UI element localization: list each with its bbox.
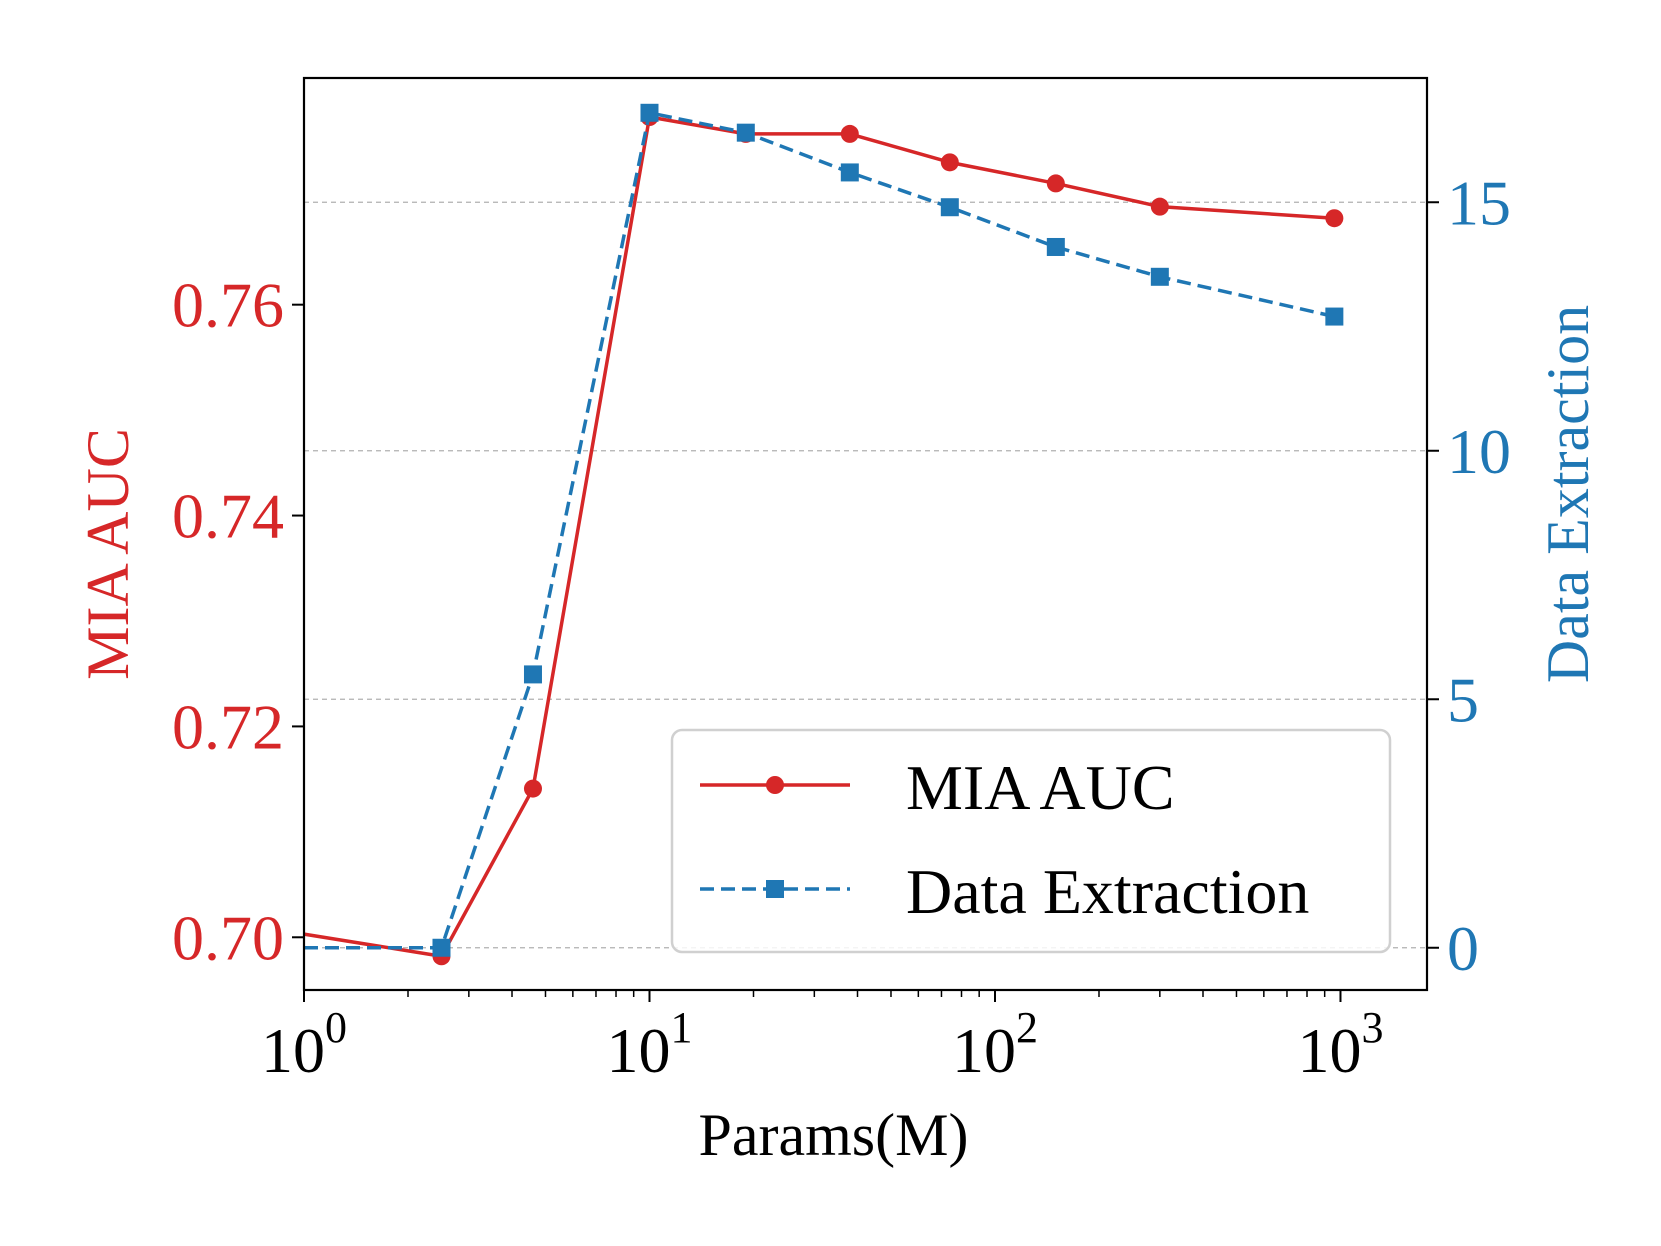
- legend-label-data-extraction: Data Extraction: [906, 856, 1309, 927]
- right-tick-label: 0: [1447, 913, 1479, 984]
- point-data-extraction: [840, 163, 859, 182]
- right-tick-label: 5: [1447, 664, 1479, 735]
- x-tick-label: 101: [606, 1003, 692, 1086]
- series-line-mia-auc: [303, 115, 1335, 959]
- point-data-extraction: [432, 938, 451, 957]
- point-data-extraction: [1325, 307, 1344, 326]
- point-data-extraction: [940, 198, 959, 217]
- left-tick-label: 0.70: [172, 902, 284, 973]
- right-tick-label: 15: [1447, 167, 1511, 238]
- x-axis-title: Params(M): [699, 1102, 969, 1168]
- point-mia-auc: [523, 779, 542, 798]
- legend-marker-mia-auc: [766, 776, 784, 794]
- left-tick-label: 0.72: [172, 691, 284, 762]
- point-data-extraction: [1150, 267, 1169, 286]
- right-tick-label: 10: [1447, 416, 1511, 487]
- left-tick-label: 0.74: [172, 481, 284, 552]
- point-mia-auc: [1150, 197, 1169, 216]
- point-mia-auc: [1046, 174, 1065, 193]
- x-axis: 100 101 102 103: [261, 990, 1383, 1086]
- legend-box: [670, 728, 1392, 954]
- legend: MIA AUC Data Extraction: [670, 728, 1392, 954]
- right-y-axis: 0 5 10 15: [1427, 167, 1511, 984]
- point-mia-auc: [940, 153, 959, 172]
- left-y-axis: 0.70 0.72 0.74 0.76: [172, 270, 304, 973]
- x-tick-label: 102: [952, 1003, 1038, 1086]
- point-mia-auc: [840, 124, 859, 143]
- x-tick-label: 103: [1297, 1003, 1383, 1086]
- left-axis-title: MIA AUC: [75, 428, 141, 680]
- point-data-extraction: [523, 665, 542, 684]
- legend-marker-data-extraction: [766, 880, 784, 898]
- plot-frame: [302, 76, 1429, 992]
- legend-label-mia-auc: MIA AUC: [906, 752, 1175, 823]
- left-tick-label: 0.76: [172, 270, 284, 341]
- series-line-data-extraction: [304, 111, 1335, 950]
- series-layer: [303, 103, 1344, 966]
- point-mia-auc: [1325, 209, 1344, 228]
- right-axis-title: Data Extraction: [1535, 305, 1601, 683]
- x-tick-label: 100: [261, 1003, 347, 1086]
- point-data-extraction: [1046, 237, 1065, 256]
- point-data-extraction: [736, 123, 755, 142]
- point-data-extraction: [640, 103, 659, 122]
